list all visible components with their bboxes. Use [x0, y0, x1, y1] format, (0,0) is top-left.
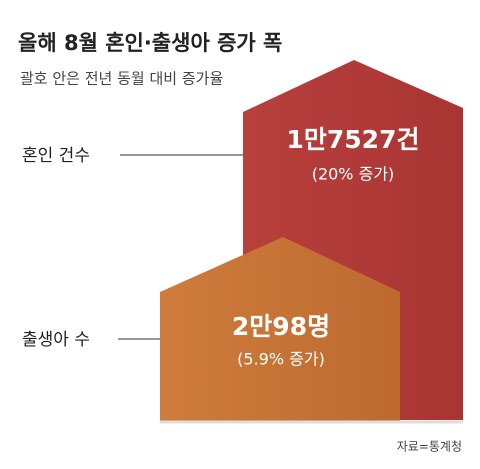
marriage-label: 혼인 건수 [22, 146, 90, 166]
birth-label: 출생아 수 [22, 330, 90, 350]
source: 자료=통계청 [397, 440, 462, 454]
birth-count: 2만98명 [232, 312, 330, 341]
marriage-change: (20% 증가) [312, 165, 395, 184]
subtitle: 괄호 안은 전년 동월 대비 증가율 [20, 70, 223, 88]
birth-house [160, 237, 400, 422]
marriage-count: 1만7527건 [287, 125, 420, 154]
birth-change: (5.9% 증가) [237, 350, 325, 369]
title: 올해 8월 혼인·출생아 증가 폭 [18, 31, 282, 55]
